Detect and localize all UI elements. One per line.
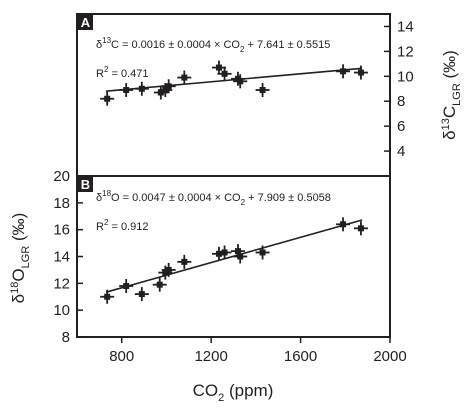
panel-a-points [100,60,368,106]
panel-a-y-axis-label: δ13CLGR (‰) [440,50,463,140]
b-data-point [100,289,115,304]
panel-a-tag-box [78,15,93,30]
panel-b-equation: δ18O = 0.0047 ± 0.0004 × CO2 + 7.909 ± 0… [96,189,331,207]
a-y-tick-label: 10 [397,68,414,85]
b-data-point [134,287,149,302]
b-data-point [152,277,167,292]
x-tick-label: 2000 [373,348,406,365]
b-y-tick-label: 14 [53,249,70,266]
a-data-point [233,74,248,89]
panel-a-tag: A [81,15,91,30]
b-y-tick-label: 10 [53,302,70,319]
panel-a: A δ13C = 0.0016 ± 0.0004 × CO2 + 7.641 ±… [76,13,463,177]
b-data-point [353,221,368,236]
b-data-point [161,262,176,277]
a-data-point [119,83,134,98]
b-data-point [217,245,232,260]
a-y-tick-label: 14 [397,18,414,35]
panel-b-tag: B [81,177,90,192]
x-tick-label: 800 [109,348,134,365]
b-data-point [177,254,192,269]
b-data-point [255,245,270,260]
a-data-point [177,70,192,85]
a-y-tick-label: 4 [397,143,405,160]
b-y-tick-label: 18 [53,195,70,212]
x-axis-label: CO2 (ppm) [193,381,274,404]
a-data-point [336,64,351,79]
b-y-tick-label: 20 [53,168,70,185]
x-tick-label: 1200 [194,348,227,365]
panel-a-y-axis: 4 6 8 10 12 14 [384,18,414,160]
a-data-point [353,65,368,80]
panel-b-y-axis-label: δ18OLGR (‰) [9,213,32,304]
panel-b-r2: R2 = 0.912 [96,218,148,233]
panel-b: B δ18O = 0.0047 ± 0.0004 × CO2 + 7.909 ±… [9,168,407,404]
a-data-point [134,81,149,96]
panel-a-equation: δ13C = 0.0016 ± 0.0004 × CO2 + 7.641 ± 0… [96,36,330,54]
a-data-point [158,83,173,98]
a-y-tick-label: 8 [397,93,405,110]
panel-b-points [100,217,368,304]
b-data-point [336,217,351,232]
a-data-point [100,91,115,106]
panel-a-fit-line [105,67,363,92]
b-y-tick-label: 8 [62,329,70,346]
b-data-point [119,279,134,294]
x-tick-label: 1600 [284,348,317,365]
panel-b-x-axis: 800 1200 1600 2000 [109,337,407,365]
a-data-point [211,60,226,75]
panel-b-y-axis: 8 10 12 14 16 18 20 [53,168,83,346]
b-y-tick-label: 12 [53,275,70,292]
panel-a-r2: R2 = 0.471 [96,65,148,80]
b-y-tick-label: 16 [53,222,70,239]
a-data-point [217,66,232,81]
a-regression-line [105,67,363,92]
a-y-tick-label: 6 [397,118,405,135]
a-data-point [161,79,176,94]
panel-b-tag-box [78,177,93,192]
b-data-point [233,249,248,264]
a-y-tick-label: 12 [397,43,414,60]
a-data-point [255,83,270,98]
